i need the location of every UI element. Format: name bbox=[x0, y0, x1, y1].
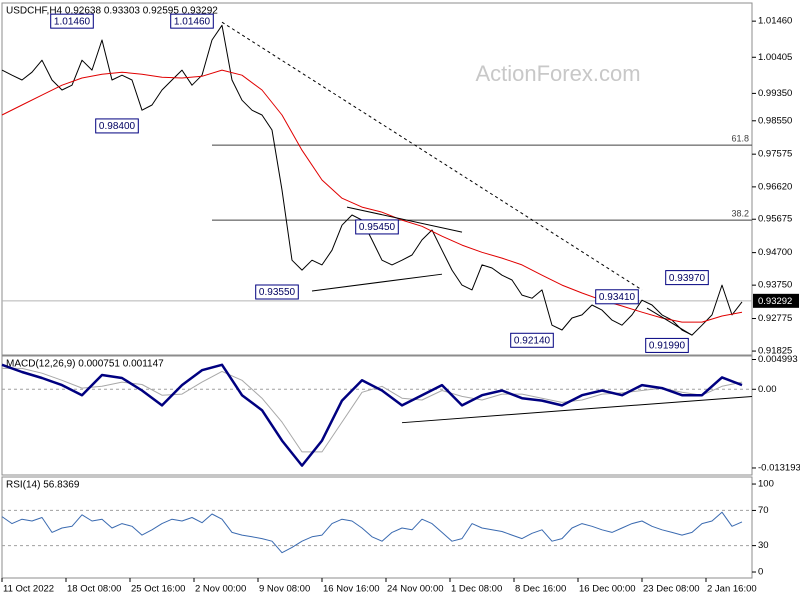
series-line bbox=[1, 24, 743, 336]
y-tick-label: 0.98550 bbox=[758, 115, 792, 126]
x-tick-label: 11 Oct 2022 bbox=[3, 584, 54, 595]
y-tick-label: 100 bbox=[758, 479, 774, 490]
y-tick-label: 0.96620 bbox=[758, 181, 792, 192]
price-label: 0.93970 bbox=[669, 273, 706, 284]
y-tick-label: 0.004993 bbox=[758, 354, 798, 365]
y-tick-label: 70 bbox=[758, 505, 769, 516]
panel-frame bbox=[1, 476, 753, 579]
fib-label: 38.2 bbox=[731, 208, 749, 218]
x-tick-label: 25 Oct 16:00 bbox=[131, 584, 185, 595]
panel-title: RSI(14) 56.8369 bbox=[6, 480, 80, 491]
trend-line bbox=[346, 206, 463, 233]
x-tick-label: 24 Nov 00:00 bbox=[387, 584, 444, 595]
current-price-box bbox=[753, 293, 799, 308]
y-tick-label: -0.013193 bbox=[758, 462, 800, 473]
price-label: 0.98400 bbox=[99, 121, 136, 132]
x-tick-label: 8 Dec 16:00 bbox=[515, 584, 566, 595]
series-line bbox=[1, 69, 743, 323]
panel-frame bbox=[1, 2, 753, 356]
trend-line bbox=[311, 273, 443, 292]
price-label-box bbox=[50, 13, 94, 29]
y-tick-label: 1.00405 bbox=[758, 52, 792, 63]
y-tick-label: 0.93750 bbox=[758, 280, 792, 291]
x-tick-label: 16 Dec 00:00 bbox=[579, 584, 636, 595]
y-tick-label: 0.91825 bbox=[758, 346, 792, 357]
price-label: 0.93550 bbox=[259, 287, 296, 298]
price-label-box bbox=[665, 270, 709, 286]
price-label-box bbox=[255, 284, 299, 300]
price-label-box bbox=[170, 13, 214, 29]
price-label-box bbox=[355, 219, 399, 235]
y-tick-label: 0.92775 bbox=[758, 313, 792, 324]
watermark: ActionForex.com bbox=[475, 61, 640, 86]
price-label-box bbox=[595, 289, 639, 305]
panel-title: MACD(12,26,9) 0.000751 0.001147 bbox=[6, 359, 164, 370]
fib-label: 61.8 bbox=[731, 133, 749, 143]
x-tick-label: 16 Nov 16:00 bbox=[323, 584, 380, 595]
trend-line bbox=[646, 307, 693, 336]
y-tick-label: 0.00 bbox=[758, 384, 777, 395]
x-tick-label: 9 Nov 08:00 bbox=[259, 584, 310, 595]
panel-title: USDCHF,H4 0.92638 0.93303 0.92595 0.9329… bbox=[6, 6, 218, 17]
series-line bbox=[1, 363, 743, 467]
price-label: 1.01460 bbox=[174, 16, 211, 27]
y-tick-label: 30 bbox=[758, 540, 769, 551]
y-tick-label: 0.95675 bbox=[758, 214, 792, 225]
price-label-box bbox=[510, 332, 554, 348]
y-tick-label: 0.99350 bbox=[758, 88, 792, 99]
series-line bbox=[2, 367, 743, 453]
price-label: 0.92140 bbox=[514, 335, 551, 346]
y-tick-label: 1.01460 bbox=[758, 16, 792, 27]
x-tick-label: 2 Jan 16:00 bbox=[707, 584, 757, 595]
panel-frame bbox=[1, 355, 753, 476]
current-price-label: 0.93292 bbox=[758, 296, 792, 307]
x-tick-label: 2 Nov 00:00 bbox=[195, 584, 246, 595]
y-tick-label: 0.94700 bbox=[758, 247, 792, 258]
x-tick-label: 18 Oct 08:00 bbox=[67, 584, 121, 595]
price-label: 1.01460 bbox=[54, 16, 91, 27]
trend-line bbox=[401, 395, 753, 424]
y-tick-label: 0 bbox=[758, 567, 763, 578]
y-tick-label: 0.97575 bbox=[758, 149, 792, 160]
x-tick-label: 23 Dec 08:00 bbox=[643, 584, 700, 595]
series-line bbox=[1, 511, 743, 554]
price-label-box bbox=[95, 118, 139, 134]
trend-line bbox=[221, 21, 643, 291]
price-label: 0.91990 bbox=[649, 341, 686, 352]
price-label: 0.95450 bbox=[359, 222, 396, 233]
price-label-box bbox=[645, 337, 689, 353]
x-tick-label: 1 Dec 08:00 bbox=[451, 584, 502, 595]
price-label: 0.93410 bbox=[599, 292, 636, 303]
